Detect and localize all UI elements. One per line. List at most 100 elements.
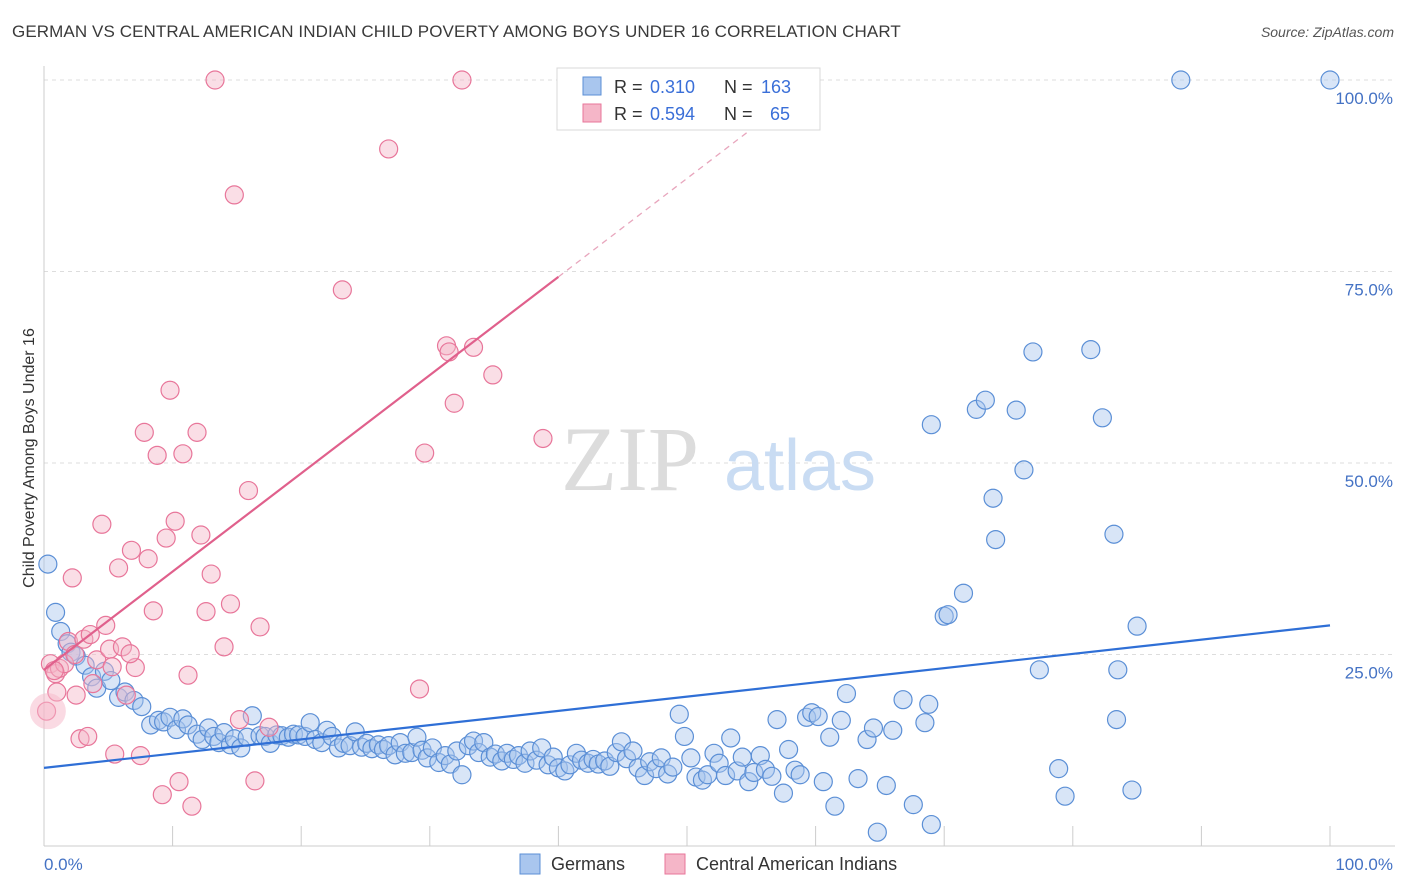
germans-point-11 [108,687,129,707]
germans-point-71 [463,731,484,751]
legend-r-value-2: 0.594 [650,104,695,124]
central-american-indians-point-28 [156,528,176,548]
germans-point-32 [242,706,262,726]
legend-r-label-1: R = [614,77,643,97]
central-american-indians-point-42 [224,185,244,205]
central-american-indians-point-11 [83,674,103,694]
central-american-indians-point-44 [238,480,259,501]
central-american-indians-point-53 [439,342,459,362]
legend-swatch-central-american-indians [582,103,602,123]
germans-point-132 [813,772,833,792]
germans-point-169 [1320,70,1340,90]
central-american-indians-point-27 [152,785,172,805]
germans-point-25 [204,726,224,747]
central-american-indians-point-51 [409,679,430,699]
germans-point-128 [790,765,810,785]
central-american-indians-point-64 [120,644,140,664]
bottom-legend-swatch-germans [519,853,541,875]
central-american-indians-point-61 [44,660,64,681]
central-american-indians-point-40 [214,637,234,657]
germans-point-144 [903,795,923,815]
central-american-indians-point-45 [245,771,265,791]
germans-point-114 [709,753,729,773]
germans-point-131 [808,706,828,727]
germans-point-168 [1171,70,1191,90]
bottom-legend-central-american-indians: Central American Indians [696,854,897,874]
bottom-legend-germans: Germans [551,854,625,874]
y-tick-label-3: 100.0% [1335,89,1393,108]
chart-title: GERMAN VS CENTRAL AMERICAN INDIAN CHILD … [12,22,901,41]
germans-point-158 [1029,660,1049,680]
germans-point-134 [825,796,845,816]
germans-point-22 [187,724,207,744]
central-american-indians-point-47 [259,717,279,737]
germans-point-120 [744,762,764,783]
germans-point-78 [503,749,523,770]
germans-point-107 [669,704,689,724]
germans-point-79 [508,746,529,766]
germans-point-87 [555,761,575,781]
germans-point-103 [646,759,666,779]
germans-point-118 [732,747,752,767]
central-american-indians-point-10 [78,726,98,747]
germans-point-156 [1014,460,1034,480]
germans-point-157 [1023,342,1043,362]
y-axis-label: Child Poverty Among Boys Under 16 [21,328,38,588]
germans-point-116 [721,728,741,748]
bottom-legend-swatch-central-american-indians [664,853,686,875]
germans-point-159 [1049,759,1069,779]
germans-point-161 [1081,340,1101,360]
central-american-indians-point-37 [196,602,216,622]
central-american-indians-cluster-marker [29,693,66,730]
central-american-indians-point-8 [70,729,90,749]
series-central-american-indians [29,70,553,816]
central-american-indians-point-60 [65,644,85,665]
central-american-indians-point-58 [533,428,553,449]
germans-point-153 [983,488,1003,508]
trend-line-germans [43,624,1331,769]
germans-point-143 [893,690,913,710]
central-american-indians-point-24 [138,549,158,569]
germans-point-20 [173,709,193,729]
germans-point-155 [1006,400,1026,420]
central-american-indians-point-7 [66,685,86,705]
germans-point-57 [385,745,405,765]
germans-point-136 [836,683,857,704]
germans-point-85 [543,747,563,767]
germans-point-99 [623,741,643,761]
y-tick-label-1: 50.0% [1345,472,1393,491]
x-tick-label-0: 0.0% [44,855,83,874]
central-american-indians-point-63 [102,657,122,677]
central-american-indians-point-20 [121,540,142,560]
germans-point-23 [192,729,212,750]
germans-point-154 [986,529,1006,550]
central-american-indians-point-31 [169,772,189,792]
x-tick-labels: 0.0% 100.0% [44,855,1393,874]
germans-point-115 [715,765,736,786]
series-germans [38,70,1340,842]
germans-point-72 [469,742,489,763]
central-american-indians-point-32 [173,444,193,464]
germans-point-1 [45,602,66,622]
central-american-indians-point-54 [444,393,464,413]
watermark-atlas: atlas [724,426,876,506]
germans-point-160 [1055,786,1075,806]
x-tick-label-1: 100.0% [1335,855,1393,874]
germans-point-146 [921,814,941,835]
central-american-indians-point-33 [178,665,198,685]
central-american-indians-point-30 [165,511,185,531]
central-american-indians-point-18 [112,637,133,657]
legend-r-label-2: R = [614,104,643,124]
germans-point-2 [51,621,71,642]
germans-point-139 [863,718,884,738]
central-american-indians-point-48 [332,280,352,300]
germans-point-141 [876,775,896,796]
germans-point-126 [778,739,799,760]
germans-point-80 [515,753,535,773]
germans-point-149 [938,605,958,625]
germans-point-145 [915,713,935,733]
germans-point-111 [692,770,713,790]
central-american-indians-point-23 [134,422,154,442]
y-tick-label-0: 25.0% [1345,664,1393,683]
